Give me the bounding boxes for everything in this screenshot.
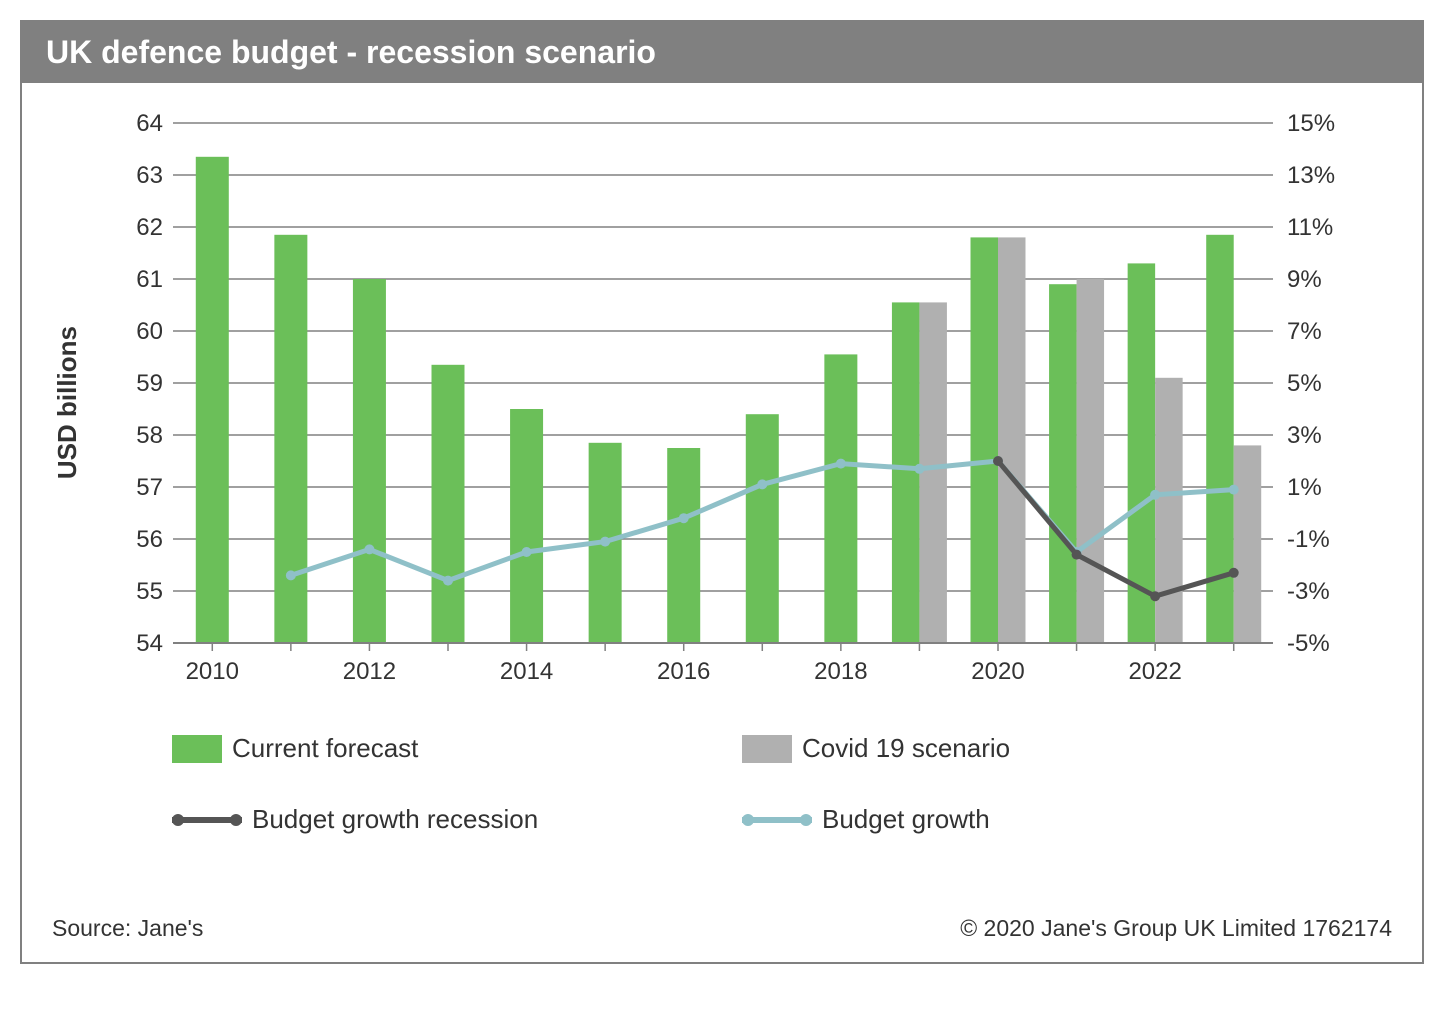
svg-text:2014: 2014: [500, 658, 553, 685]
svg-text:1%: 1%: [1287, 474, 1322, 501]
legend-item: Budget growth recession: [172, 804, 742, 835]
legend-line-swatch: [742, 817, 812, 823]
line-budget-growth-recession-marker: [1150, 591, 1160, 601]
svg-text:58: 58: [136, 422, 163, 449]
bar-current-forecast: [1049, 284, 1077, 643]
bar-current-forecast: [432, 365, 465, 643]
line-budget-growth-recession-marker: [1229, 568, 1239, 578]
svg-text:-5%: -5%: [1287, 630, 1330, 657]
svg-text:2016: 2016: [657, 658, 710, 685]
svg-text:54: 54: [136, 630, 163, 657]
line-budget-growth-marker: [1229, 485, 1239, 495]
svg-text:64: 64: [136, 110, 163, 137]
svg-text:56: 56: [136, 526, 163, 553]
source-text: Source: Jane's: [52, 915, 203, 942]
legend-item: Covid 19 scenario: [742, 733, 1312, 764]
bar-covid-scenario: [919, 302, 947, 643]
svg-text:-1%: -1%: [1287, 526, 1330, 553]
line-budget-growth-marker: [679, 513, 689, 523]
legend: Current forecast Covid 19 scenario Budget …: [52, 703, 1392, 895]
svg-text:61: 61: [136, 266, 163, 293]
bar-current-forecast: [196, 157, 229, 643]
svg-text:15%: 15%: [1287, 110, 1335, 137]
line-budget-growth-marker: [836, 459, 846, 469]
svg-text:2018: 2018: [814, 658, 867, 685]
bar-covid-scenario: [1155, 378, 1183, 643]
legend-label: Budget growth: [822, 804, 990, 835]
bar-current-forecast: [274, 235, 307, 643]
svg-text:63: 63: [136, 162, 163, 189]
svg-text:60: 60: [136, 318, 163, 345]
svg-text:2010: 2010: [186, 658, 239, 685]
bar-current-forecast: [824, 354, 857, 643]
bar-current-forecast: [510, 409, 543, 643]
chart-plot: 54 55 56 57 58 59 60 61 62 63 64 -5% -3% -1% 1% 3% 5% 7% 9…: [93, 103, 1353, 703]
line-budget-growth-marker: [757, 479, 767, 489]
line-budget-growth-marker: [522, 547, 532, 557]
svg-text:13%: 13%: [1287, 162, 1335, 189]
svg-text:2022: 2022: [1128, 658, 1181, 685]
svg-text:62: 62: [136, 214, 163, 241]
bar-current-forecast: [892, 302, 920, 643]
legend-label: Current forecast: [232, 733, 418, 764]
legend-swatch: [742, 735, 792, 763]
chart-title: UK defence budget - recession scenario: [22, 22, 1422, 83]
chart-container: UK defence budget - recession scenario U…: [20, 20, 1424, 964]
svg-text:-3%: -3%: [1287, 578, 1330, 605]
copyright-text: © 2020 Jane's Group UK Limited 1762174: [960, 915, 1392, 942]
bar-current-forecast: [971, 237, 999, 643]
legend-line-swatch: [172, 817, 242, 823]
legend-item: Current forecast: [172, 733, 742, 764]
bar-current-forecast: [353, 279, 386, 643]
svg-text:3%: 3%: [1287, 422, 1322, 449]
chart-footer: Source: Jane's © 2020 Jane's Group UK Li…: [22, 905, 1422, 962]
legend-label: Covid 19 scenario: [802, 733, 1010, 764]
chart-body: USD billions 54 55 56 57 58 59 60 61 62 63 64 -5% -3…: [22, 83, 1422, 905]
legend-item: Budget growth: [742, 804, 1312, 835]
svg-text:2012: 2012: [343, 658, 396, 685]
bar-covid-scenario: [998, 237, 1026, 643]
line-budget-growth-marker: [600, 537, 610, 547]
y-axis-label: USD billions: [52, 326, 83, 479]
line-budget-growth-marker: [1150, 490, 1160, 500]
svg-text:7%: 7%: [1287, 318, 1322, 345]
line-budget-growth-marker: [914, 464, 924, 474]
bar-current-forecast: [746, 414, 779, 643]
bar-current-forecast: [667, 448, 700, 643]
svg-text:2020: 2020: [971, 658, 1024, 685]
line-budget-growth-marker: [364, 544, 374, 554]
svg-text:55: 55: [136, 578, 163, 605]
line-budget-growth-recession-marker: [993, 456, 1003, 466]
line-budget-growth-marker: [443, 576, 453, 586]
svg-text:59: 59: [136, 370, 163, 397]
legend-label: Budget growth recession: [252, 804, 538, 835]
svg-text:57: 57: [136, 474, 163, 501]
svg-text:9%: 9%: [1287, 266, 1322, 293]
svg-text:5%: 5%: [1287, 370, 1322, 397]
bar-covid-scenario: [1077, 279, 1105, 643]
line-budget-growth-marker: [286, 570, 296, 580]
bar-covid-scenario: [1234, 445, 1262, 643]
legend-swatch: [172, 735, 222, 763]
svg-text:11%: 11%: [1287, 214, 1333, 241]
line-budget-growth-recession-marker: [1072, 550, 1082, 560]
